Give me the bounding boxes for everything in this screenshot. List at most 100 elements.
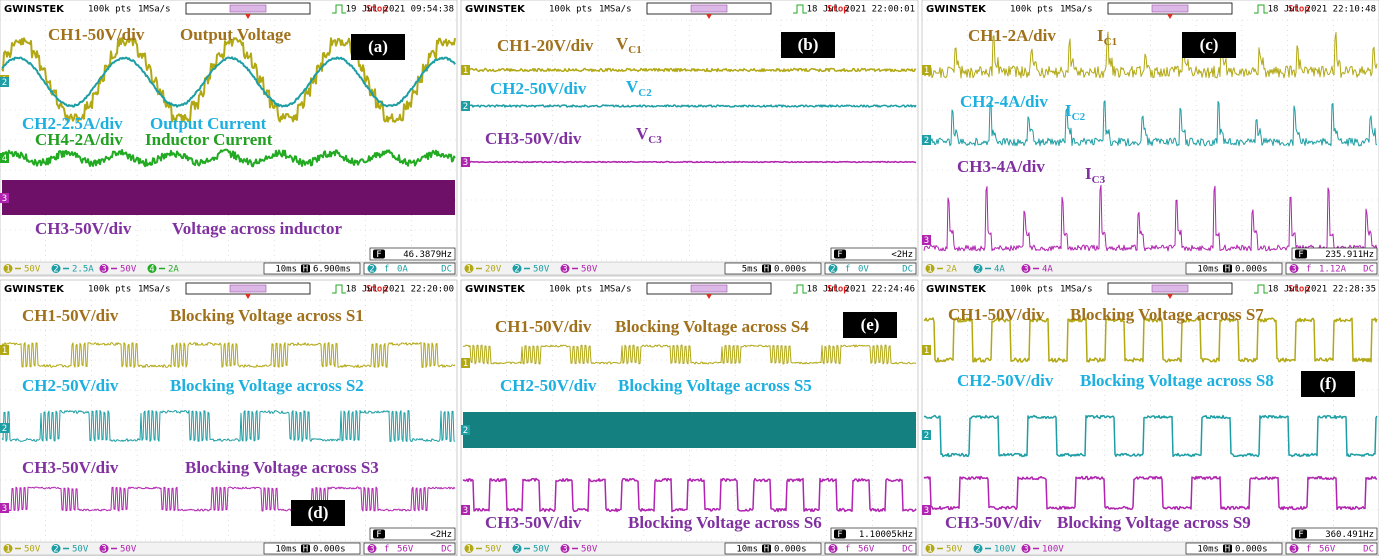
datetime: 18 Jul 2021 22:20:00 [346, 285, 454, 295]
channel-marker-label: 1 [924, 346, 929, 356]
datetime: 18 Jul 2021 22:28:35 [1268, 285, 1376, 295]
channel-label: CH1-2A/div [968, 26, 1056, 45]
channel-label: CH3-50V/div [485, 129, 582, 148]
memory-window [230, 5, 266, 12]
trigger-slope: f [845, 265, 850, 275]
channel-marker-label: 2 [2, 424, 7, 434]
channel-scale: 50V [72, 545, 89, 555]
channel-label: CH3-50V/div [485, 513, 582, 532]
position: 0.000s [1235, 265, 1268, 275]
label-text: Blocking Voltage across S9 [1057, 513, 1251, 532]
trigger-level: 0V [858, 265, 869, 275]
label-text: CH2-50V/div [22, 376, 119, 395]
frequency: <2Hz [430, 530, 452, 540]
scope-panel: GWINSTEK100k pts1MSa/sStop18 Jul 2021 22… [922, 280, 1379, 556]
channel-number: 1 [466, 265, 471, 275]
channel-label: CH1-50V/div [948, 305, 1045, 324]
channel-label: CH2-50V/div [500, 376, 597, 395]
timebase: 10ms [275, 545, 297, 555]
sample-points: 100k pts [88, 5, 131, 15]
label-subscript: C2 [638, 87, 652, 99]
scope-panel: GWINSTEK100k pts1MSa/sStop19 Jul 2021 09… [0, 0, 457, 276]
panel-letter: (f) [1320, 374, 1337, 393]
channel-label: CH3-50V/div [22, 458, 119, 477]
label-text: V [636, 124, 649, 143]
channel-label: Inductor Current [145, 130, 273, 149]
scope-panel: GWINSTEK100k pts1MSa/sStop18 Jul 2021 22… [0, 280, 457, 556]
label-text: CH3-50V/div [945, 513, 1042, 532]
label-text: Output Voltage [180, 25, 291, 44]
trigger-coupling: DC [1363, 545, 1374, 555]
channel-label: CH1-50V/div [22, 306, 119, 325]
label-text: V [626, 77, 639, 96]
channel-marker-label: 1 [463, 66, 468, 76]
sample-rate: 1MSa/s [599, 285, 632, 295]
label-text: Blocking Voltage across S3 [185, 458, 379, 477]
channel-scale: 50V [120, 545, 137, 555]
freq-icon: F [376, 250, 381, 260]
position-icon: H [764, 545, 769, 555]
trigger-level: 56V [397, 545, 414, 555]
frequency: 235.911Hz [1325, 250, 1374, 260]
sample-rate: 1MSa/s [138, 285, 171, 295]
channel-label: Output Voltage [180, 25, 291, 44]
trigger-coupling: DC [902, 265, 913, 275]
datetime: 18 Jul 2021 22:24:46 [807, 285, 915, 295]
memory-window [230, 285, 266, 292]
position-icon: H [303, 545, 308, 555]
brand: GWINSTEK [465, 4, 526, 15]
trigger-coupling: DC [1363, 265, 1374, 275]
brand: GWINSTEK [4, 4, 65, 15]
label-text: CH3-50V/div [485, 129, 582, 148]
channel-marker-label: 1 [463, 359, 468, 369]
channel-label: CH2-50V/div [490, 79, 587, 98]
scope-panel: GWINSTEK100k pts1MSa/sStop18 Jul 2021 22… [461, 0, 918, 276]
freq-icon: F [376, 530, 381, 540]
channel-number: 1 [5, 545, 10, 555]
trigger-source: 3 [369, 545, 374, 555]
channel-scale: 50V [485, 545, 502, 555]
channel-label: CH2-50V/div [22, 376, 119, 395]
channel-number: 3 [562, 265, 567, 275]
trigger-slope: f [1306, 545, 1311, 555]
label-text: CH2-50V/div [957, 371, 1054, 390]
panel-letter: (b) [798, 35, 819, 54]
channel-marker-label: 3 [463, 158, 468, 168]
brand: GWINSTEK [465, 284, 526, 295]
channel-marker-label: 2 [924, 136, 929, 146]
channel-number: 1 [927, 265, 932, 275]
label-subscript: C3 [648, 134, 662, 146]
channel-marker-label: 3 [463, 506, 468, 516]
trigger-level: 1.12A [1319, 265, 1347, 275]
label-text: CH2-50V/div [490, 79, 587, 98]
trigger-source: 3 [1291, 545, 1296, 555]
trigger-source: 3 [830, 545, 835, 555]
trigger-slope: f [384, 545, 389, 555]
channel-scale: 2.5A [72, 265, 94, 275]
channel-label: CH3-50V/div [35, 219, 132, 238]
position-icon: H [303, 265, 308, 275]
trigger-source: 2 [830, 265, 835, 275]
trigger-level: 56V [858, 545, 875, 555]
scope-panel: GWINSTEK100k pts1MSa/sStop18 Jul 2021 22… [922, 0, 1379, 276]
channel-scale: 50V [24, 545, 41, 555]
freq-icon: F [837, 250, 842, 260]
channel-label: CH1-50V/div [48, 25, 145, 44]
label-text: CH1-50V/div [495, 317, 592, 336]
channel-label: Voltage across inductor [172, 219, 342, 238]
channel-label: Blocking Voltage across S1 [170, 306, 364, 325]
brand: GWINSTEK [4, 284, 65, 295]
channel-number: 3 [562, 545, 567, 555]
label-text: CH1-20V/div [497, 36, 594, 55]
channel-scale: 50V [120, 265, 137, 275]
channel-number: 3 [1023, 545, 1028, 555]
channel-number: 4 [149, 265, 154, 275]
label-text: CH2-4A/div [960, 92, 1048, 111]
trigger-source: 3 [1291, 265, 1296, 275]
channel-label: CH1-50V/div [495, 317, 592, 336]
datetime: 18 Jul 2021 22:10:48 [1268, 5, 1376, 15]
label-text: CH3-50V/div [485, 513, 582, 532]
figure: GWINSTEK100k pts1MSa/sStop19 Jul 2021 09… [0, 0, 1379, 556]
sample-rate: 1MSa/s [138, 5, 171, 15]
channel-marker-label: 2 [463, 426, 468, 436]
